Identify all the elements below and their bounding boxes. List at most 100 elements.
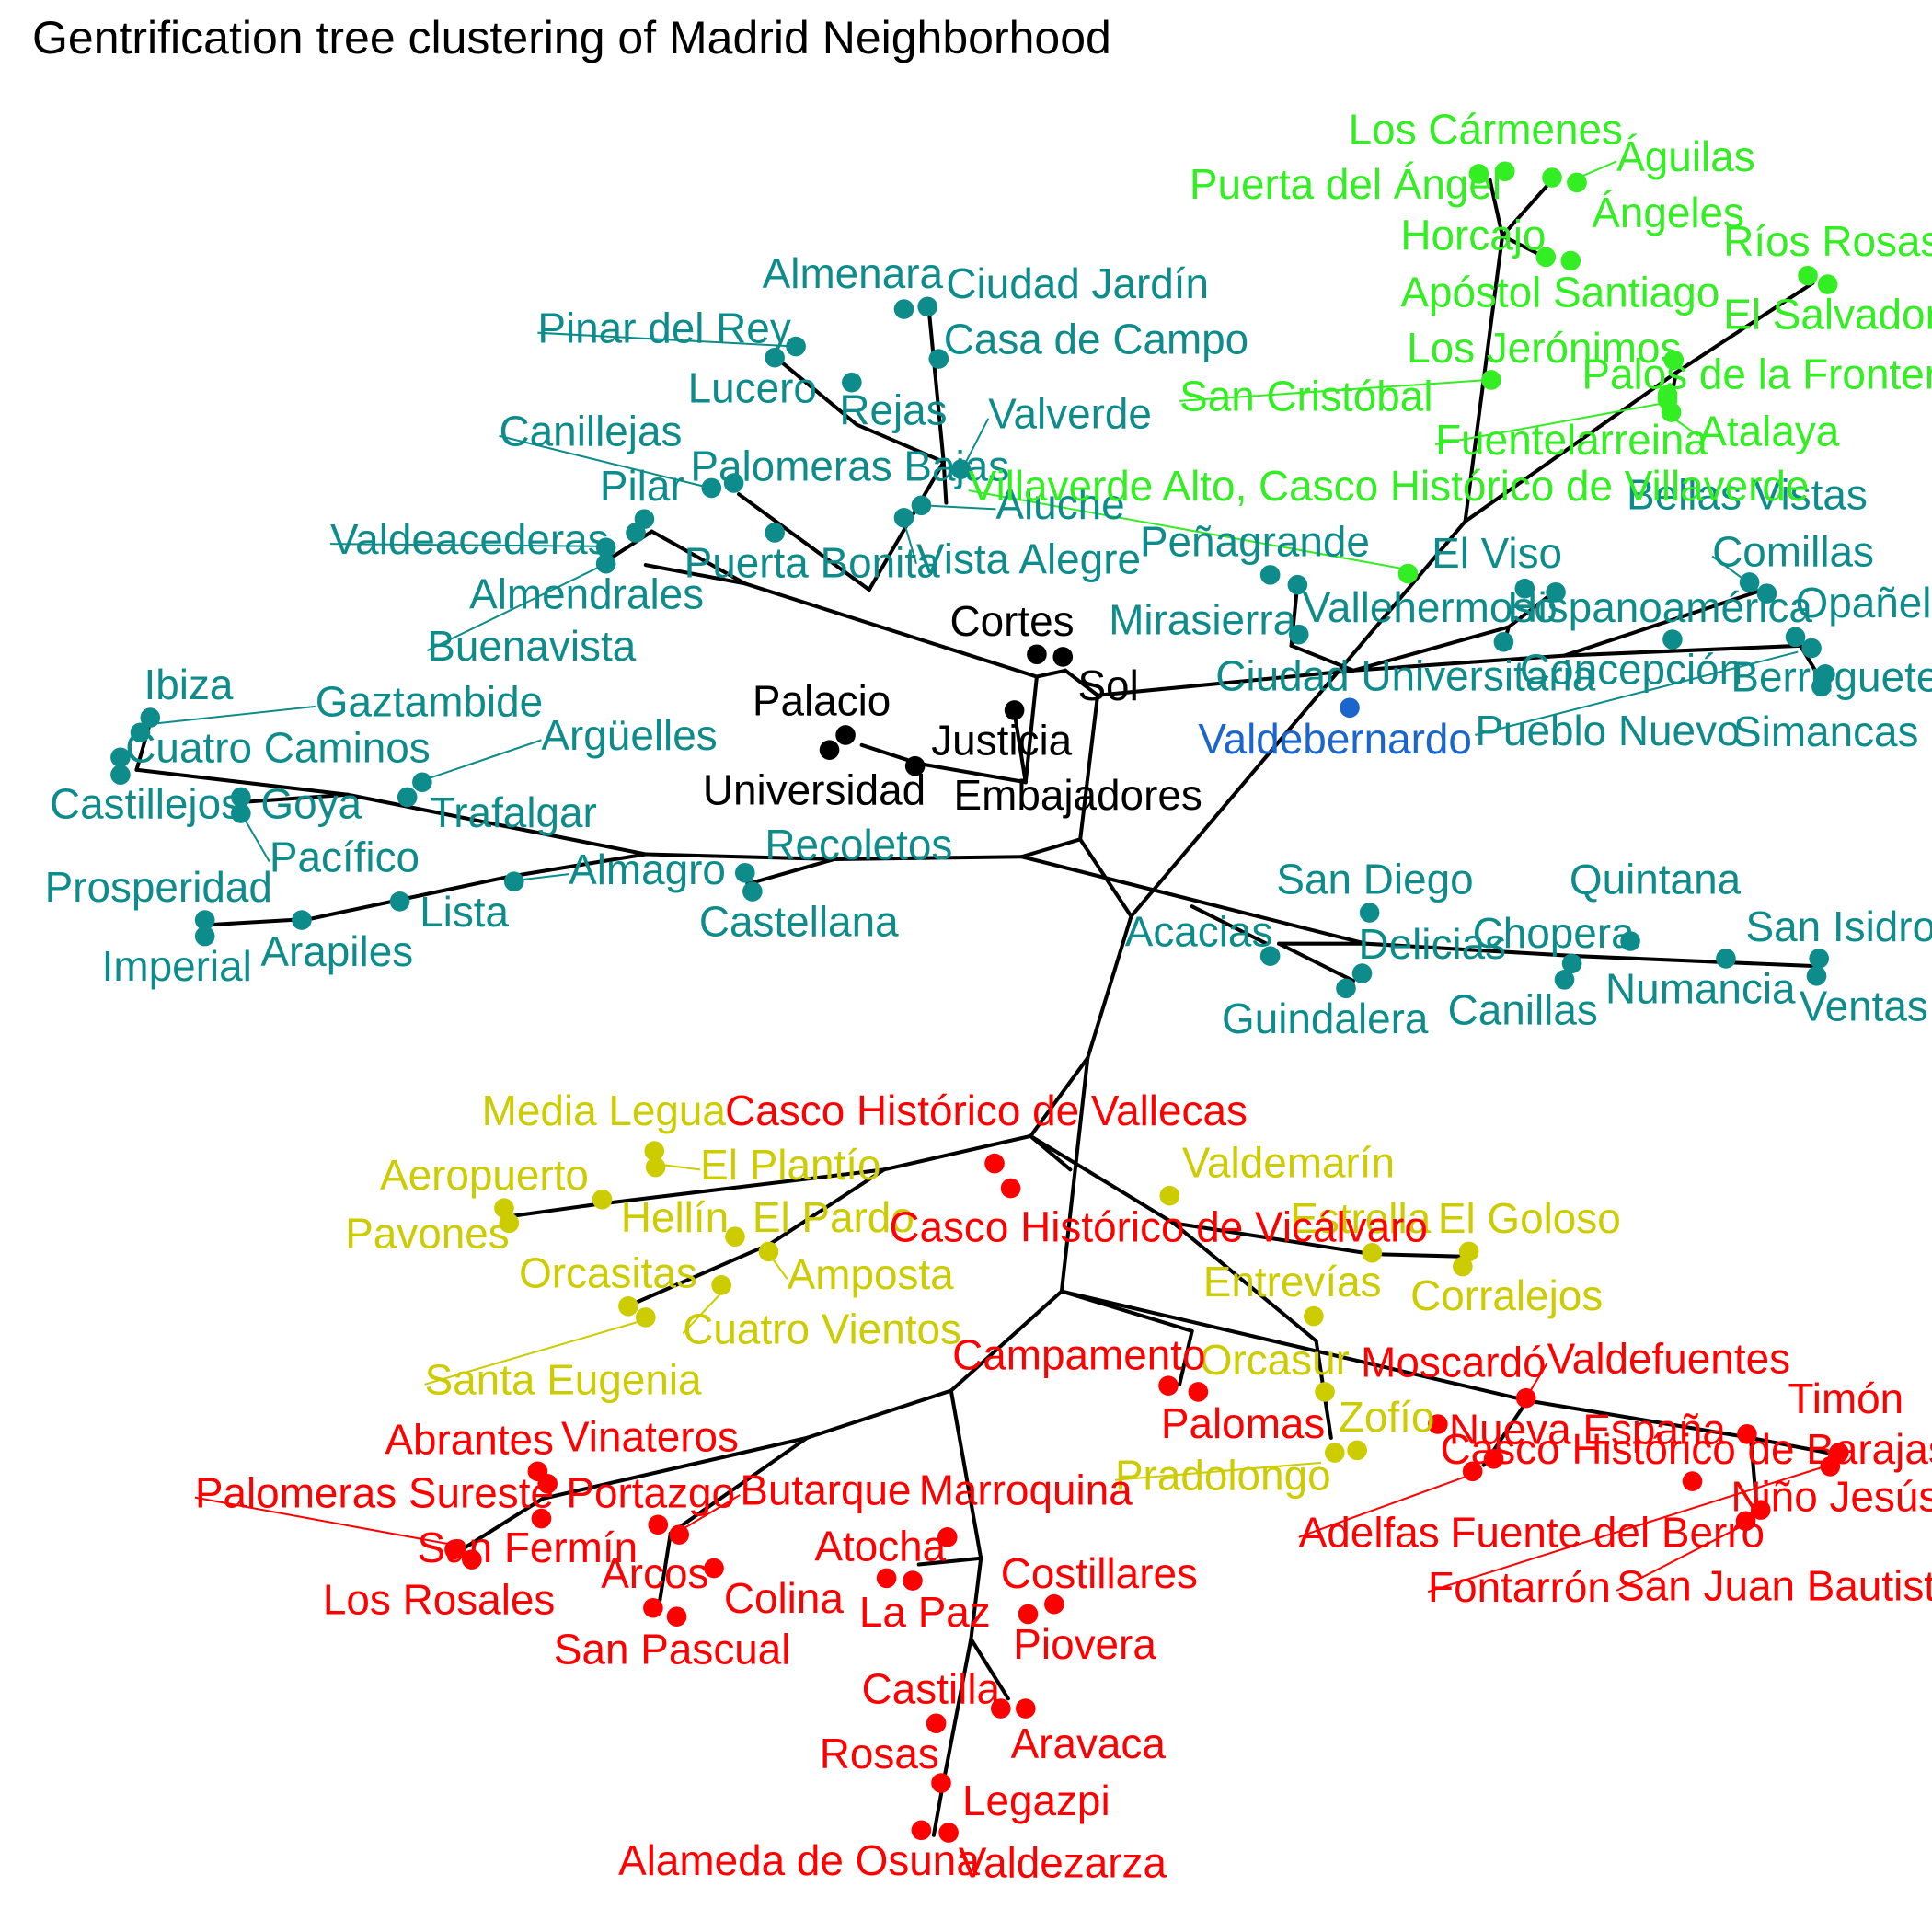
tree-edge (1363, 941, 1580, 959)
leaf-node-prosperidad (194, 910, 215, 930)
leaf-label-pradolongo: Pradolongo (1115, 1452, 1331, 1500)
tree-edge (949, 1388, 983, 1560)
leaf-node-marroquina (937, 1527, 958, 1547)
leaf-node-arguelles (412, 772, 432, 793)
leaf-label-palos-de-la-frontera: Palos de la Frontera (1581, 350, 1932, 397)
leaf-label-hispanoamerica: Hispanoamérica (1507, 583, 1812, 631)
leaf-node-nino-jesus (1750, 1500, 1771, 1520)
leaf-label-valdezarza: Valdezarza (959, 1839, 1167, 1887)
leaf-node-el-salvador (1817, 274, 1838, 294)
leaf-node-aravaca (1015, 1698, 1036, 1719)
leaf-node-lista (389, 891, 410, 912)
leaf-label-san-fermin: San Fermín (417, 1524, 638, 1571)
leaf-label-gaztambide: Gaztambide (316, 678, 543, 726)
leaf-label-puerta-bonita: Puerta Bonita (684, 539, 940, 587)
leaf-node-apostol-santiago (1560, 250, 1581, 271)
tree-edge (1171, 1221, 1374, 1257)
leaf-node-rejas (842, 372, 862, 393)
tree-edge (460, 1496, 545, 1552)
leader-line (1298, 1474, 1471, 1538)
leaf-label-arapiles: Arapiles (260, 927, 413, 975)
leaf-node-fuente-del-berro (1682, 1471, 1703, 1491)
leaf-node-moscardo (1428, 1414, 1448, 1434)
leader-line (329, 543, 604, 547)
tree-edge (916, 761, 1028, 785)
leaf-label-sol: Sol (1077, 661, 1138, 709)
leaf-label-embajadores: Embajadores (954, 771, 1202, 819)
leaf-node-castilla (926, 1713, 947, 1734)
leaf-node-legazpi (931, 1773, 951, 1793)
leaf-label-vista-alegre: Vista Alegre (916, 535, 1141, 583)
leaf-label-los-rosales: Los Rosales (323, 1575, 555, 1623)
tree-edge (1059, 1055, 1090, 1294)
leaf-node-puerta-bonita (765, 523, 785, 543)
leaf-node-palomeras-bajas (723, 473, 744, 493)
leaf-label-palomas: Palomas (1161, 1399, 1325, 1447)
leaf-node-villaverde-alto-casco-historico-de-villaverde (1397, 563, 1419, 584)
leaf-node-valdefuentes (1515, 1387, 1536, 1409)
leaf-label-casco-historico-de-vallecas: Casco Histórico de Vallecas (725, 1087, 1248, 1134)
leaf-node-palos-de-la-frontera (1663, 350, 1685, 371)
leaf-node-bellas-vistas (1739, 572, 1760, 592)
leaf-label-palacio: Palacio (753, 676, 891, 724)
leader-line (1616, 1524, 1745, 1592)
leaf-node-el-pardo (725, 1226, 745, 1248)
tree-edge (855, 422, 946, 465)
leaf-node-orcasitas (618, 1295, 638, 1317)
leaf-label-portazgo: Portazgo (566, 1468, 735, 1516)
leaf-label-comillas: Comillas (1712, 527, 1874, 575)
tree-edge (1351, 625, 1511, 673)
tree-edge (1029, 1133, 1176, 1225)
leaf-label-alameda-de-osuna: Alameda de Osuna (618, 1836, 980, 1884)
leaf-label-aravaca: Aravaca (1011, 1719, 1167, 1767)
tree-edge (881, 1133, 1033, 1172)
leaf-node-embajadores (904, 755, 926, 776)
tree-edge (1748, 1435, 1759, 1511)
leaf-label-berruguete: Berruguete (1731, 653, 1932, 701)
leaf-label-puerta-del-angel: Puerta del Ángel (1190, 160, 1501, 208)
leaf-node-arcos (643, 1597, 663, 1618)
leaf-node-opanel (1785, 627, 1806, 648)
leaf-node-valdeacederas (626, 523, 646, 543)
leaf-node-valdebernardo (1340, 697, 1360, 719)
leaf-node-imperial (194, 926, 215, 947)
leader-line (537, 331, 795, 348)
tree-edge (931, 1792, 944, 1837)
leaf-label-almagro: Almagro (569, 845, 726, 893)
tree-edge (643, 563, 747, 586)
chart-title: Gentrification tree clustering of Madrid… (32, 12, 1111, 63)
leaf-node-san-pascual (666, 1606, 687, 1627)
leaf-node-puerta-del-angel (1542, 167, 1562, 188)
leaf-node-angeles (1567, 172, 1587, 193)
leaf-label-bellas-vistas: Bellas Vistas (1627, 470, 1868, 518)
leaf-label-valdeacederas: Valdeacederas (330, 515, 609, 563)
leaf-label-castellana: Castellana (699, 898, 899, 946)
leaf-label-universidad: Universidad (703, 766, 926, 814)
leaf-node-numancia (1716, 949, 1736, 969)
leaf-label-prosperidad: Prosperidad (45, 863, 272, 911)
tree-edge (643, 852, 836, 861)
leaf-label-abrantes: Abrantes (385, 1415, 554, 1463)
tree-edge (1506, 592, 1555, 629)
tree-edge (1562, 588, 1765, 658)
leaf-node-castillejos (110, 765, 131, 785)
leader-line (499, 434, 711, 489)
leaf-label-mirasierra: Mirasierra (1109, 596, 1296, 644)
leaf-label-hellin: Hellín (621, 1193, 729, 1241)
leaf-node-vallehermoso (1288, 624, 1309, 645)
leaf-node-delicias (1351, 963, 1373, 983)
leaf-node-nueva-espana (1483, 1449, 1504, 1469)
leaf-node-trafalgar (397, 787, 418, 808)
tree-edge (540, 1435, 810, 1501)
leaf-label-legazpi: Legazpi (962, 1777, 1110, 1824)
tree-edge (345, 792, 648, 857)
leaf-nodes (110, 161, 1849, 1843)
leaf-label-arcos: Arcos (601, 1549, 708, 1597)
leaf-node-ventas (1806, 966, 1827, 986)
tree-edge (969, 1637, 1010, 1701)
leader-line (1434, 401, 1670, 446)
leaf-label-aeropuerto: Aeropuerto (380, 1151, 589, 1199)
tree-edge (969, 1556, 983, 1641)
tree-edge (631, 1242, 772, 1306)
